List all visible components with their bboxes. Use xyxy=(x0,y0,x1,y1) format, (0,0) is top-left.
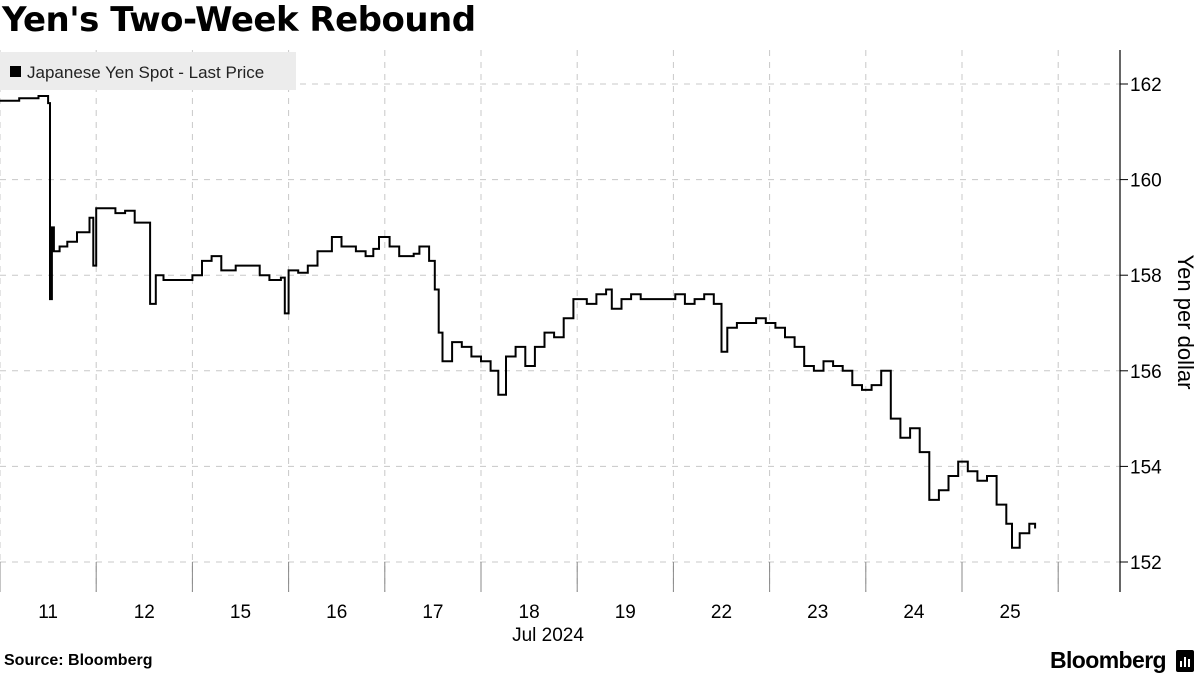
y-axis-label: Yen per dollar xyxy=(1173,255,1198,390)
x-tick-label: 12 xyxy=(134,602,155,623)
legend-background xyxy=(0,52,296,90)
x-tick-label: 22 xyxy=(711,602,732,623)
x-tick-label: 24 xyxy=(903,602,925,623)
source-note: Source: Bloomberg xyxy=(4,652,153,669)
y-tick-label: 158 xyxy=(1130,266,1162,287)
chart-icon xyxy=(1176,650,1194,672)
legend: Japanese Yen Spot - Last Price xyxy=(0,52,296,90)
x-tick-label: 17 xyxy=(422,602,443,623)
y-tick-label: 156 xyxy=(1130,362,1162,383)
x-axis-ticks: 11 12 15 16 17 18 19 22 23 24 25 xyxy=(0,562,1059,623)
x-tick-label: 18 xyxy=(519,602,540,623)
y-tick-label: 154 xyxy=(1130,457,1162,478)
brand-logo: Bloomberg xyxy=(1050,647,1167,673)
x-tick-label: 25 xyxy=(1000,602,1021,623)
x-tick-label: 15 xyxy=(230,602,251,623)
y-tick-label: 160 xyxy=(1130,171,1162,192)
y-tick-label: 152 xyxy=(1130,553,1162,574)
y-axis-ticks: 152 154 156 158 160 162 xyxy=(1119,50,1162,592)
x-tick-label: 23 xyxy=(807,602,828,623)
grid-lines xyxy=(0,50,1120,592)
series-line xyxy=(0,95,1037,549)
legend-label: Japanese Yen Spot - Last Price xyxy=(27,63,264,82)
y-tick-label: 162 xyxy=(1130,75,1162,96)
x-tick-label: 19 xyxy=(615,602,636,623)
series-layer xyxy=(0,95,1037,549)
legend-swatch xyxy=(10,66,21,77)
chart-title: Yen's Two-Week Rebound xyxy=(2,0,476,40)
x-tick-label: 11 xyxy=(38,602,58,623)
x-tick-label: 16 xyxy=(326,602,347,623)
x-period-label: Jul 2024 xyxy=(512,625,584,646)
